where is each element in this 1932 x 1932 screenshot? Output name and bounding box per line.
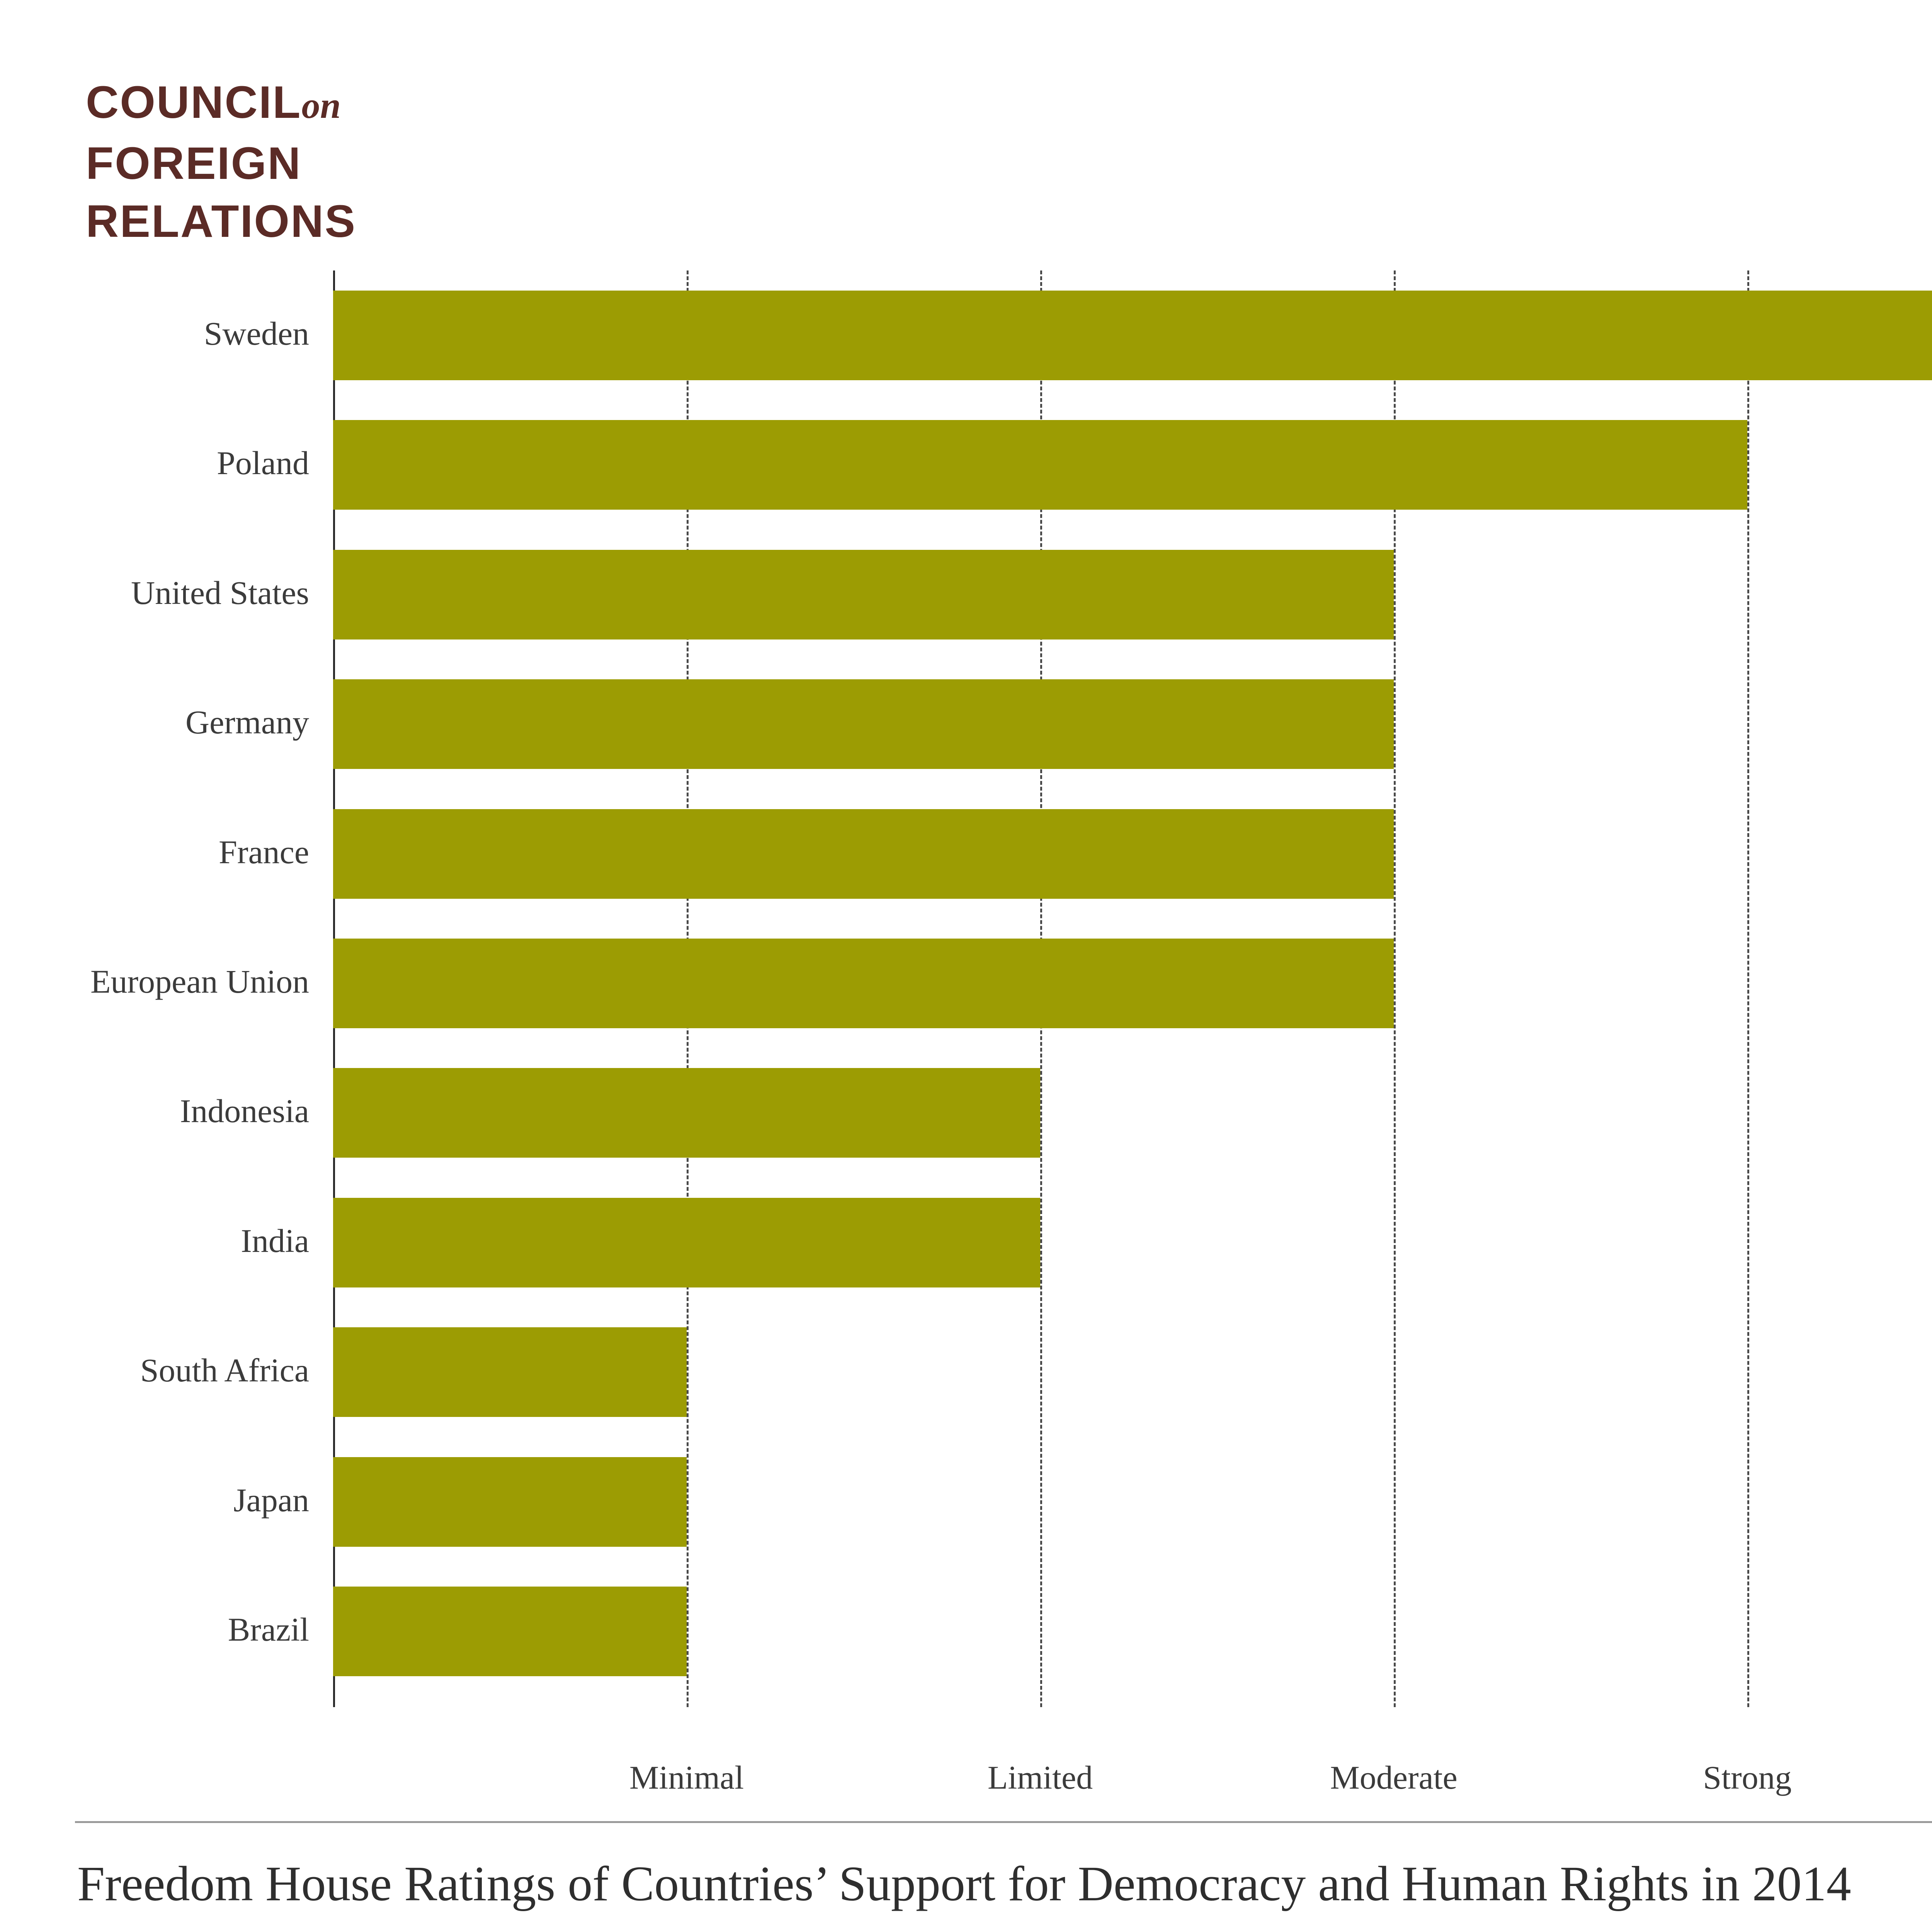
bar-row: [333, 679, 1932, 769]
bar-row: [333, 290, 1932, 380]
bar-row: [333, 809, 1932, 899]
category-label-brazil: Brazil: [228, 1611, 309, 1648]
bar-france: [333, 809, 1394, 899]
bar-row: [333, 1068, 1932, 1158]
category-label-sweden: Sweden: [204, 315, 309, 352]
gridline-strong: [1747, 270, 1749, 1707]
bar-indonesia: [333, 1068, 1040, 1158]
bar-germany: [333, 679, 1394, 769]
bar-poland: [333, 420, 1747, 510]
bar-chart: Sweden Poland United States Germany France Eu…: [0, 270, 1932, 1796]
bar-row: [333, 939, 1932, 1028]
category-label-france: France: [219, 833, 309, 871]
plot-area: [333, 270, 1932, 1696]
category-label-european-union: European Union: [90, 963, 309, 1000]
cfr-logo: COUNCILon FOREIGN RELATIONS: [86, 73, 379, 250]
bar-brazil: [333, 1587, 687, 1677]
bar-sweden: [333, 290, 1932, 380]
logo-council-text: COUNCIL: [86, 77, 302, 128]
category-label-india: India: [241, 1222, 309, 1259]
bar-row: [333, 549, 1932, 639]
logo-line-2: FOREIGN: [86, 138, 302, 189]
bar-european-union: [333, 939, 1394, 1028]
bar-japan: [333, 1457, 687, 1547]
bar-row: [333, 1587, 1932, 1677]
category-label-indonesia: Indonesia: [180, 1092, 309, 1130]
x-tick-label-minimal: Minimal: [629, 1759, 744, 1796]
bar-south-africa: [333, 1327, 687, 1417]
logo-on-text: on: [301, 85, 341, 126]
x-tick-label-limited: Limited: [987, 1759, 1093, 1796]
logo-line-3: RELATIONS: [86, 196, 357, 247]
category-label-south-africa: South Africa: [140, 1352, 309, 1389]
bar-row: [333, 1327, 1932, 1417]
bar-row: [333, 420, 1932, 510]
x-tick-label-strong: Strong: [1703, 1759, 1792, 1796]
footer-divider: [75, 1821, 1932, 1823]
category-label-united-states: United States: [131, 574, 309, 611]
bar-united-states: [333, 549, 1394, 639]
bar-india: [333, 1197, 1040, 1287]
gridline-moderate: [1394, 270, 1396, 1707]
chart-title: Freedom House Ratings of Countries’ Supp…: [77, 1856, 1851, 1911]
category-label-germany: Germany: [185, 704, 309, 741]
category-label-japan: Japan: [233, 1481, 309, 1519]
bar-row: [333, 1197, 1932, 1287]
category-label-poland: Poland: [217, 444, 309, 482]
logo-line-1: COUNCILon: [86, 73, 379, 134]
x-tick-label-moderate: Moderate: [1330, 1759, 1458, 1796]
bar-row: [333, 1457, 1932, 1547]
